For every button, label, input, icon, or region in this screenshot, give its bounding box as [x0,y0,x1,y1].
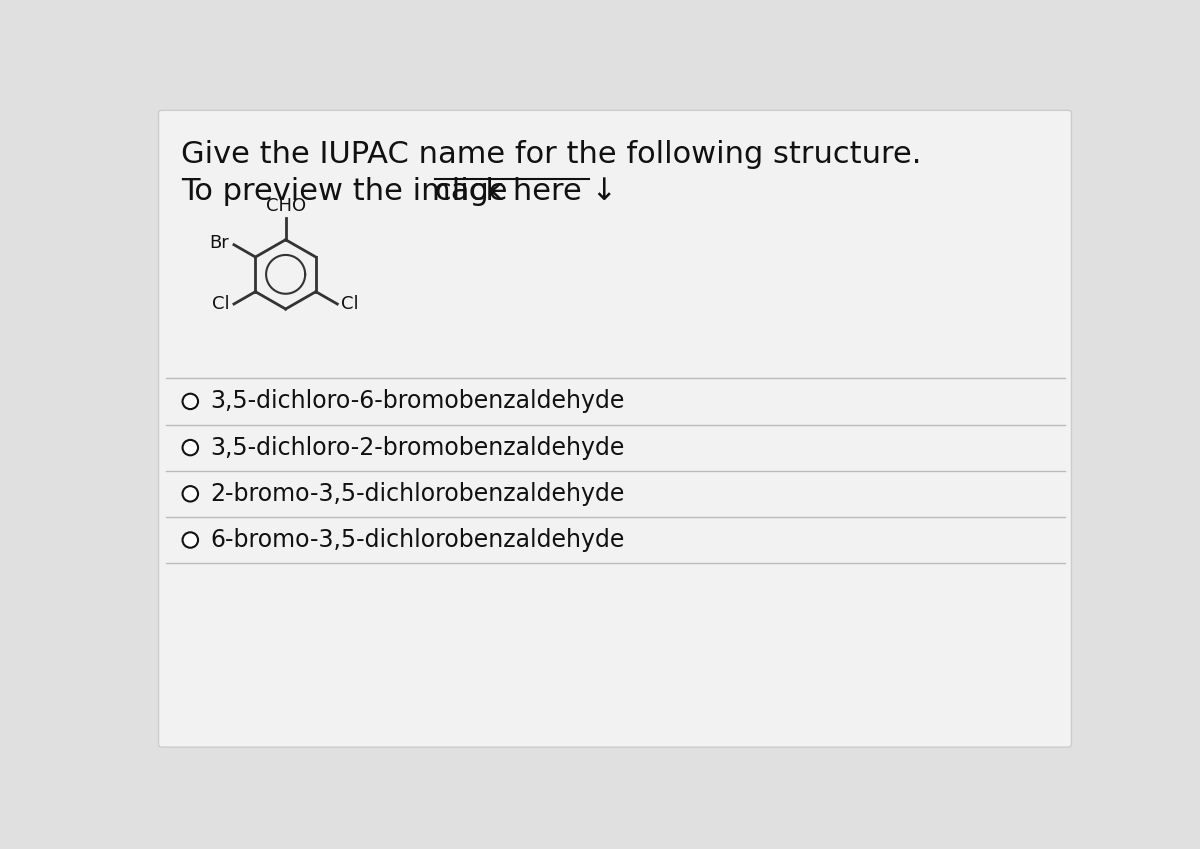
Text: 2-bromo-3,5-dichlorobenzaldehyde: 2-bromo-3,5-dichlorobenzaldehyde [210,482,625,506]
Circle shape [182,532,198,548]
Circle shape [182,486,198,502]
Text: Cl: Cl [341,295,359,313]
Text: 3,5-dichloro-2-bromobenzaldehyde: 3,5-dichloro-2-bromobenzaldehyde [210,436,625,459]
Circle shape [182,440,198,455]
Text: Give the IUPAC name for the following structure.: Give the IUPAC name for the following st… [181,139,922,169]
Text: Br: Br [210,234,229,252]
Text: Cl: Cl [212,295,230,313]
Text: 3,5-dichloro-6-bromobenzaldehyde: 3,5-dichloro-6-bromobenzaldehyde [210,390,625,413]
Circle shape [182,394,198,409]
FancyBboxPatch shape [158,110,1072,747]
Text: 6-bromo-3,5-dichlorobenzaldehyde: 6-bromo-3,5-dichlorobenzaldehyde [210,528,625,552]
Text: click here ↓: click here ↓ [436,177,617,205]
Text: CHO: CHO [265,197,306,215]
Text: To preview the image: To preview the image [181,177,517,205]
